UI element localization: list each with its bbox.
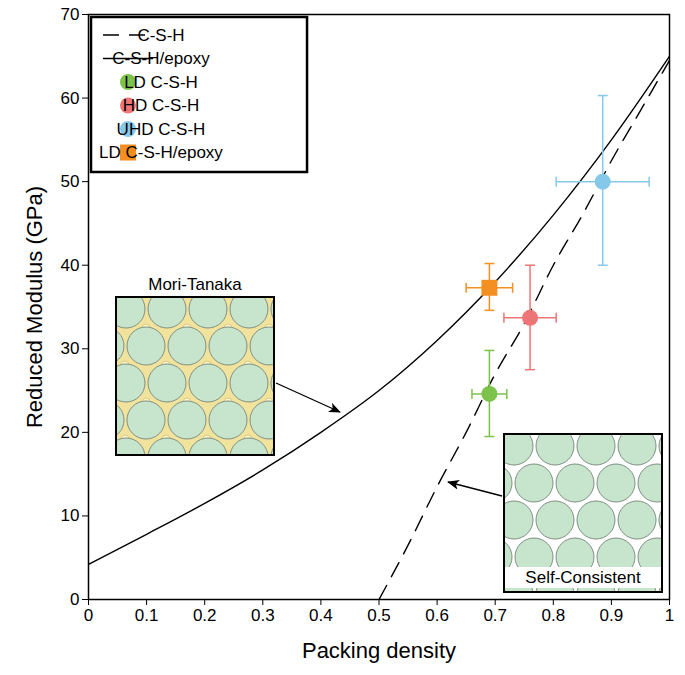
svg-text:70: 70: [61, 5, 80, 24]
svg-text:HD C-S-H: HD C-S-H: [123, 96, 200, 115]
svg-text:50: 50: [61, 172, 80, 191]
svg-text:0.4: 0.4: [309, 606, 333, 625]
svg-text:0.9: 0.9: [600, 606, 624, 625]
svg-text:0.3: 0.3: [251, 606, 275, 625]
svg-text:40: 40: [61, 256, 80, 275]
svg-text:0.2: 0.2: [193, 606, 217, 625]
svg-text:UHD C-S-H: UHD C-S-H: [117, 120, 206, 139]
svg-text:Packing density: Packing density: [302, 638, 456, 663]
svg-text:0.8: 0.8: [541, 606, 565, 625]
svg-text:Self-Consistent: Self-Consistent: [525, 568, 641, 587]
svg-text:Mori-Tanaka: Mori-Tanaka: [148, 275, 242, 294]
svg-text:C-S-H/epoxy: C-S-H/epoxy: [112, 49, 210, 68]
svg-text:1: 1: [665, 606, 674, 625]
svg-text:60: 60: [61, 89, 80, 108]
svg-text:0.1: 0.1: [135, 606, 159, 625]
svg-text:LD C-S-H: LD C-S-H: [124, 73, 198, 92]
svg-text:LD C-S-H/epoxy: LD C-S-H/epoxy: [99, 143, 223, 162]
svg-text:20: 20: [61, 423, 80, 442]
svg-text:0: 0: [70, 590, 79, 609]
svg-text:C-S-H: C-S-H: [137, 26, 184, 45]
svg-text:0.7: 0.7: [483, 606, 507, 625]
svg-text:Reduced Modulus (GPa): Reduced Modulus (GPa): [22, 186, 47, 428]
svg-text:10: 10: [61, 506, 80, 525]
svg-text:0.5: 0.5: [367, 606, 391, 625]
svg-text:0: 0: [84, 606, 93, 625]
svg-text:30: 30: [61, 339, 80, 358]
svg-text:0.6: 0.6: [425, 606, 449, 625]
